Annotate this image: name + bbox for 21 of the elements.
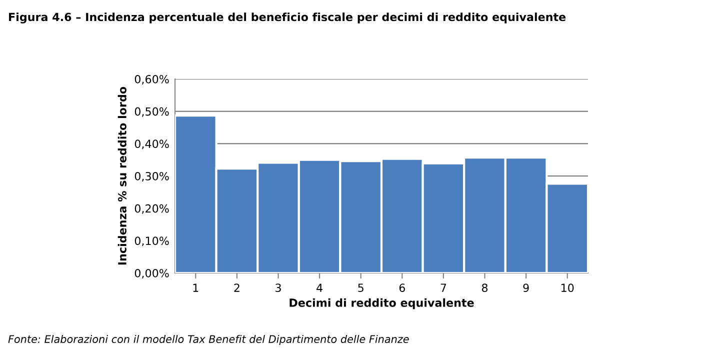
- y-tick-label: 0,10%: [134, 236, 169, 246]
- x-tick-label: 9: [523, 284, 529, 292]
- x-tick-label: 2: [234, 284, 240, 292]
- y-tick-label: 0,30%: [134, 172, 169, 182]
- x-tick-label: 10: [562, 284, 574, 292]
- x-tick-label: 8: [482, 284, 488, 292]
- x-tick-label: 1: [193, 284, 198, 292]
- y-axis-title: Incidenza % su reddito lordo: [118, 86, 126, 265]
- y-tick-label: 0,60%: [134, 74, 169, 85]
- y-tick-label: 0,00%: [134, 268, 169, 279]
- x-tick-label: 6: [399, 284, 405, 292]
- x-tick-label: 5: [358, 284, 364, 292]
- x-tick-label: 4: [316, 284, 322, 292]
- y-tick-label: 0,40%: [134, 140, 169, 150]
- x-tick-label: 7: [440, 284, 446, 292]
- x-axis-title: Decimi di reddito equivalente: [290, 298, 474, 310]
- chart-title: Figura 4.6 – Incidenza percentuale del beneficio fiscale per decimi di reddito equivalente: [9, 12, 566, 24]
- source-note: Fonte: Elaborazioni con il modello Tax Benefit del Dipartimento delle Finanze: [8, 334, 409, 346]
- y-tick-label: 0,50%: [134, 107, 169, 117]
- y-tick-label: 0,20%: [134, 204, 169, 214]
- x-tick-label: 3: [276, 284, 281, 292]
